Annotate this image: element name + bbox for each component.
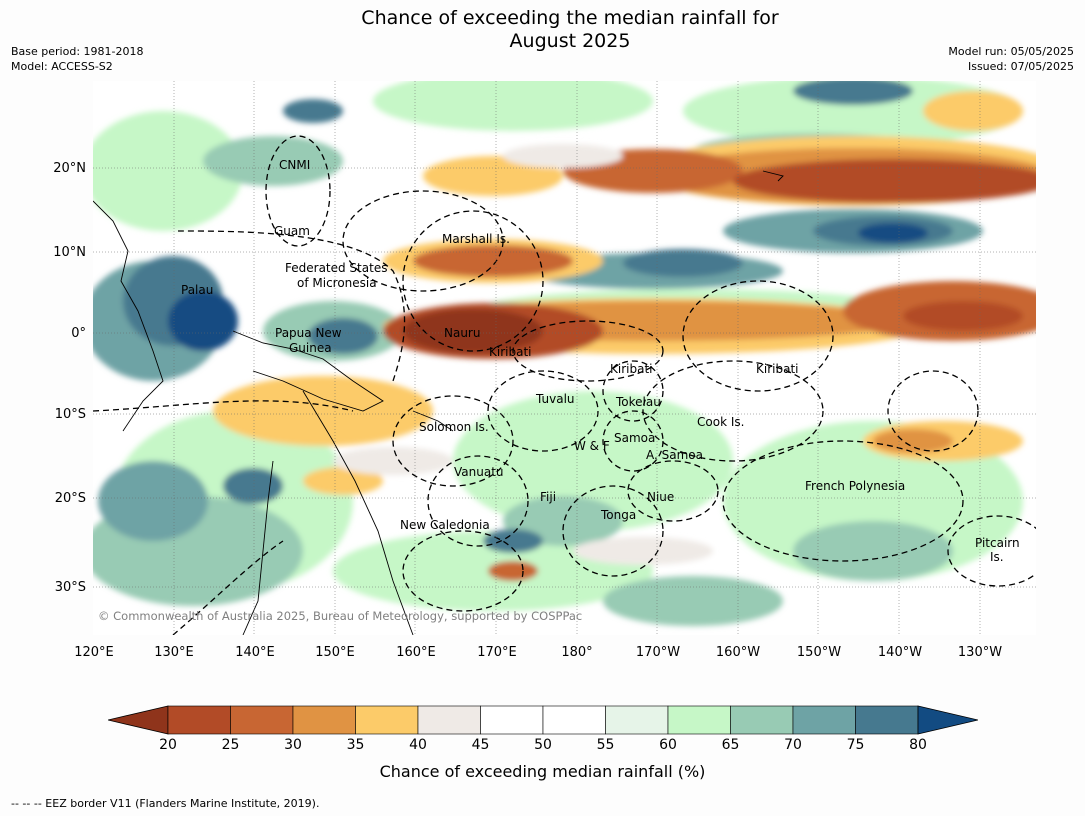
colorbar-label: Chance of exceeding median rainfall (%) — [379, 762, 706, 781]
colorbar-cell — [355, 705, 419, 735]
lat-label: 30°S — [54, 580, 86, 595]
meta-right: Model run: 05/05/2025 Issued: 07/05/2025 — [948, 44, 1074, 74]
lat-label: 10°S — [54, 407, 86, 422]
place-label: Marshall Is. — [442, 232, 510, 246]
colorbar-tick-label: 75 — [846, 737, 865, 753]
lon-label: 150°E — [315, 645, 355, 660]
lon-label: 130°E — [154, 645, 194, 660]
colorbar-cell — [167, 705, 231, 735]
colorbar-cell — [417, 705, 481, 735]
graticule — [93, 81, 1036, 635]
lat-label: 10°N — [53, 245, 86, 260]
colorbar-min-arrow — [108, 705, 169, 735]
place-label: Samoa — [614, 431, 656, 445]
place-label: Kiribati — [610, 362, 653, 376]
place-label: Palau — [181, 283, 214, 297]
place-label: of Micronesia — [297, 276, 377, 290]
colorbar-tick-label: 25 — [221, 737, 240, 753]
lon-label: 160°W — [715, 645, 761, 660]
colorbar-tick-label: 30 — [284, 737, 302, 753]
chart-title: Chance of exceeding the median rainfall … — [0, 7, 1085, 53]
place-label: Tuvalu — [536, 392, 575, 406]
place-label: Kiribati — [756, 362, 799, 376]
lat-label: 0° — [71, 326, 86, 341]
model-run: Model run: 05/05/2025 — [948, 45, 1074, 58]
lat-label: 20°S — [54, 491, 86, 506]
place-label: Cook Is. — [697, 415, 745, 429]
place-label: CNMI — [279, 158, 311, 172]
rainfall-map: © Commonwealth of Australia 2025, Bureau… — [93, 81, 1036, 635]
lon-label: 160°E — [396, 645, 436, 660]
lon-label: 140°E — [235, 645, 275, 660]
colorbar-cell — [292, 705, 356, 735]
colorbar-max-arrow — [917, 705, 978, 735]
meta-left: Base period: 1981-2018 Model: ACCESS-S2 — [11, 44, 143, 74]
lon-label: 170°E — [477, 645, 517, 660]
place-label: Kiribati — [489, 345, 532, 359]
place-label: Papua New — [275, 326, 342, 340]
colorbar-tick-label: 70 — [784, 737, 802, 753]
colorbar-tick-label: 35 — [346, 737, 365, 753]
place-label: Solomon Is. — [419, 420, 489, 434]
lon-label: 150°W — [796, 645, 842, 660]
colorbar-tick-label: 40 — [409, 737, 427, 753]
place-label: Is. — [990, 550, 1004, 564]
lon-label: 170°W — [635, 645, 681, 660]
model-name: Model: ACCESS-S2 — [11, 60, 113, 73]
place-label: Niue — [647, 490, 675, 504]
rainfall-anomaly-fill — [93, 81, 1036, 626]
lon-label: 180° — [561, 645, 593, 660]
colorbar-cell — [730, 705, 794, 735]
lon-label: 130°W — [957, 645, 1003, 660]
colorbar-tick-label: 65 — [721, 737, 740, 753]
place-label: Tonga — [601, 508, 637, 522]
place-label: Fiji — [540, 490, 557, 504]
colorbar-tick-label: 50 — [534, 737, 552, 753]
coastlines — [93, 170, 784, 635]
base-period: Base period: 1981-2018 — [11, 45, 144, 58]
copyright-notice: © Commonwealth of Australia 2025, Bureau… — [98, 609, 583, 623]
colorbar-tick-label: 45 — [471, 737, 490, 753]
map-canvas — [93, 81, 1036, 635]
place-label: Guam — [274, 224, 310, 238]
issued-date: Issued: 07/05/2025 — [967, 60, 1074, 73]
colorbar-cell — [230, 705, 294, 735]
lon-label: 140°W — [877, 645, 923, 660]
colorbar-cell — [605, 705, 669, 735]
place-label: Tokelau — [616, 395, 661, 409]
colorbar-tick-label: 55 — [596, 737, 615, 753]
eez-borders — [93, 135, 1036, 635]
colorbar-cell — [792, 705, 856, 735]
place-label: Federated States — [285, 261, 388, 275]
colorbar-cell — [542, 705, 606, 735]
place-label: Guinea — [289, 341, 332, 355]
colorbar-tick-label: 20 — [159, 737, 177, 753]
place-label: French Polynesia — [805, 479, 906, 493]
colorbar-tick-label: 80 — [909, 737, 927, 753]
colorbar-cell — [855, 705, 919, 735]
place-label: Vanuatu — [454, 465, 504, 479]
title-line-1: Chance of exceeding the median rainfall … — [361, 7, 779, 29]
colorbar-cell — [480, 705, 544, 735]
place-label: A. Samoa — [646, 448, 703, 462]
place-label: W & F — [574, 439, 610, 453]
eez-legend-note: -- -- -- EEZ border V11 (Flanders Marine… — [11, 797, 320, 810]
place-label: New Caledonia — [400, 518, 490, 532]
place-label: Nauru — [444, 326, 481, 340]
title-line-2: August 2025 — [509, 30, 631, 52]
lon-label: 120°E — [74, 645, 114, 660]
colorbar-cell — [667, 705, 731, 735]
colorbar — [108, 705, 978, 735]
colorbar-tick-label: 60 — [659, 737, 677, 753]
place-label: Pitcairn — [975, 536, 1020, 550]
lat-label: 20°N — [53, 161, 86, 176]
